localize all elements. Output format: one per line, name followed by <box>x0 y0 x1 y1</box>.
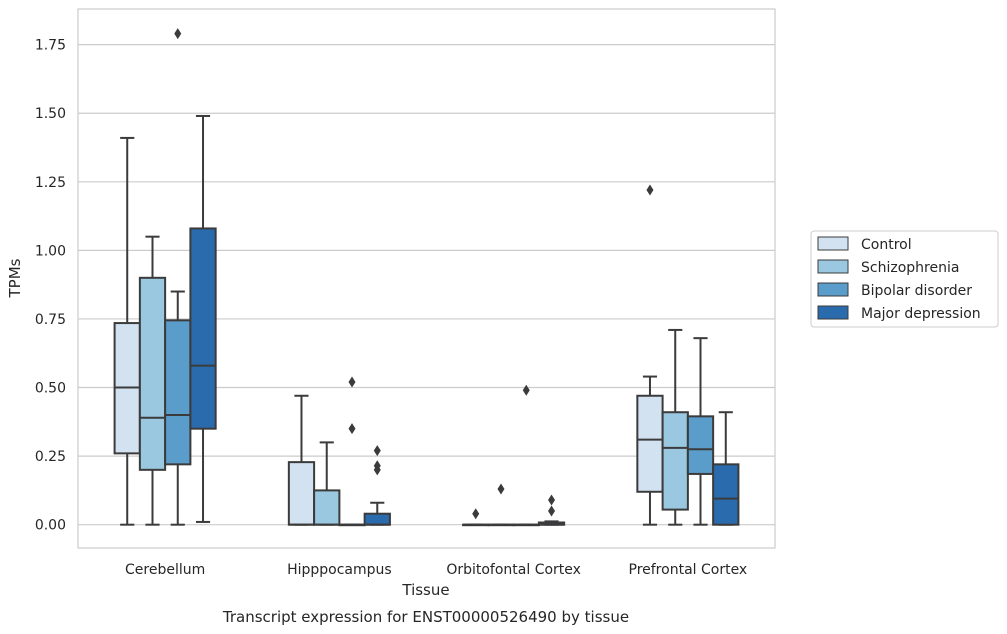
box-body <box>287 461 316 526</box>
box-body <box>661 411 689 511</box>
outlier-point <box>472 508 480 520</box>
outlier-point <box>497 483 505 495</box>
box-body <box>636 394 664 493</box>
legend-label: Bipolar disorder <box>861 283 972 299</box>
box-0-3 <box>636 184 664 526</box>
box-1-0 <box>138 235 167 526</box>
legend-label: Control <box>861 237 912 253</box>
y-tick-labels: 0.00 0.25 0.50 0.75 1.00 1.25 1.50 1.75 <box>35 38 66 534</box>
legend-swatch <box>817 305 849 320</box>
outlier-point <box>174 28 182 40</box>
x-tick-labels: Cerebellum Hipppocampus Orbitofontal Corte… <box>125 562 747 578</box>
legend-swatch <box>817 259 849 274</box>
x-tick-label: Hipppocampus <box>287 562 392 578</box>
box-1-3 <box>661 328 689 526</box>
box-1-2 <box>487 483 515 527</box>
y-tick-label: 0.75 <box>35 312 66 328</box>
y-tick-label: 1.50 <box>35 106 66 122</box>
box-0-2 <box>462 508 490 527</box>
box-3-2 <box>537 494 566 526</box>
box-body <box>363 512 391 526</box>
legend-label: Major depression <box>861 306 981 322</box>
outlier-point <box>548 494 556 506</box>
outlier-point <box>373 445 381 457</box>
y-tick-label: 0.25 <box>35 449 66 465</box>
x-axis-label: Tissue <box>401 581 449 599</box>
plot-frame <box>77 8 776 549</box>
box-3-0 <box>189 114 217 523</box>
outlier-point <box>348 423 356 435</box>
box-body <box>313 489 341 526</box>
y-axis-label: TPMs <box>6 258 24 298</box>
y-tick-label: 1.25 <box>35 175 66 191</box>
y-tick-label: 0.00 <box>35 518 66 534</box>
y-tick-label: 1.75 <box>35 38 66 54</box>
boxes-layer <box>113 28 740 527</box>
x-tick-label: Prefrontal Cortex <box>629 562 748 578</box>
box-2-3 <box>686 337 715 526</box>
outlier-point <box>548 505 556 517</box>
box-body <box>712 463 740 526</box>
box-body <box>189 227 217 430</box>
y-tick-label: 0.50 <box>35 381 66 397</box>
box-2-2 <box>512 384 540 527</box>
legend-label: Schizophrenia <box>861 260 959 276</box>
box-0-1 <box>287 394 316 526</box>
box-body <box>138 276 167 471</box>
legend: Control Schizophrenia Bipolar disorder Majo… <box>810 230 999 328</box>
chart-caption: Transcript expression for ENST0000052649… <box>222 608 629 626</box>
x-tick-label: Orbitofontal Cortex <box>446 562 581 578</box>
outlier-point <box>348 376 356 388</box>
legend-frame <box>810 230 999 328</box>
box-0-0 <box>113 136 141 526</box>
box-body <box>686 415 715 475</box>
legend-swatch <box>817 282 849 297</box>
x-tick-label: Cerebellum <box>125 562 205 578</box>
outlier-point <box>522 384 530 396</box>
outlier-point <box>373 464 381 476</box>
box-body <box>164 319 192 466</box>
box-3-3 <box>712 411 740 526</box>
outlier-point <box>646 184 654 196</box>
y-tick-label: 1.00 <box>35 243 66 259</box>
box-1-1 <box>313 441 341 526</box>
box-2-0 <box>164 28 192 526</box>
legend-swatch <box>817 236 849 251</box>
box-3-1 <box>363 445 391 526</box>
box-2-1 <box>338 376 366 527</box>
